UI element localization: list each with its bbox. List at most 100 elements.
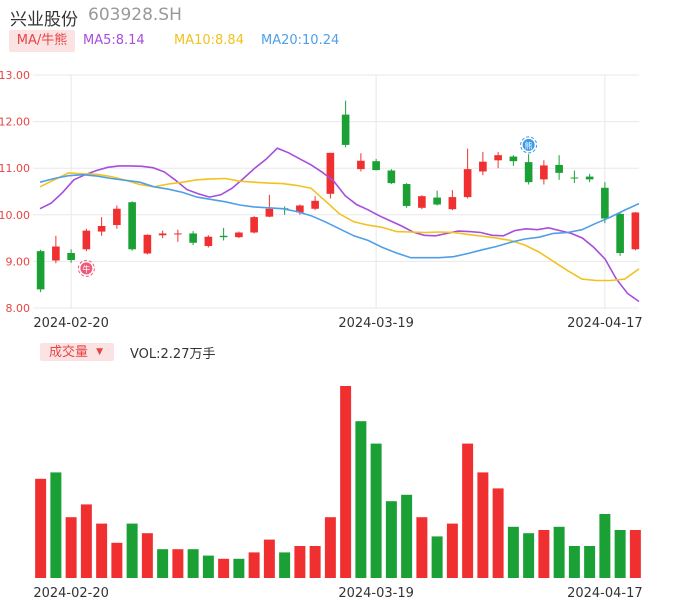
stock-name: 兴业股份 — [10, 10, 78, 30]
candle-body — [555, 164, 563, 173]
volume-bar — [385, 501, 397, 578]
bull-marker-icon-label: 牛 — [82, 264, 90, 274]
volume-bar — [416, 517, 428, 578]
volume-bar — [65, 517, 77, 578]
bull-marker-icon — [80, 262, 93, 275]
candle-body — [265, 208, 274, 217]
candle-body — [402, 184, 411, 206]
volume-bar — [294, 546, 306, 578]
price-tick-label: 9.00 — [6, 255, 31, 268]
volume-bar — [492, 488, 504, 578]
volume-bar — [477, 472, 489, 578]
bull-marker-icon-ring — [77, 259, 95, 277]
candle-body — [326, 152, 335, 194]
candle-body — [524, 162, 533, 183]
volume-bar — [340, 386, 352, 578]
volume-bar — [324, 517, 336, 578]
bear-marker-icon-ring — [520, 136, 538, 154]
candle-body — [250, 217, 258, 233]
volume-bar — [35, 478, 47, 578]
candle-body — [540, 165, 548, 180]
ma20-line — [39, 173, 640, 259]
volume-bar — [172, 549, 184, 578]
bear-marker-icon — [522, 138, 535, 151]
candle-body — [463, 169, 472, 198]
volume-bar — [96, 523, 108, 578]
candle-body — [479, 161, 487, 172]
candle-body — [36, 251, 45, 290]
volume-bar — [507, 526, 519, 578]
candle-body — [67, 253, 75, 261]
ma5-legend: MA5:8.14 — [83, 33, 145, 48]
volume-bar — [584, 546, 596, 578]
volume-bar — [355, 421, 367, 578]
bear-marker-icon-label: 熊 — [525, 140, 533, 150]
volume-toggle-button[interactable]: 成交量 ▼ — [40, 343, 114, 361]
volume-bar — [309, 546, 321, 578]
ma10-line — [39, 172, 640, 282]
volume-bar — [614, 530, 626, 578]
candle-body — [235, 232, 243, 238]
volume-date-tick-label: 2024-04-17 — [567, 586, 643, 601]
candle-body — [143, 234, 152, 254]
candle-body — [311, 200, 319, 209]
volume-bar — [553, 526, 565, 578]
volume-bar — [248, 552, 260, 578]
candle-body — [82, 230, 91, 250]
volume-bar — [538, 530, 550, 578]
candle-body — [128, 202, 136, 250]
ma5-line — [39, 147, 640, 303]
candle-body — [189, 233, 197, 243]
price-tick-label: 11.00 — [0, 162, 30, 175]
volume-bar — [370, 443, 382, 578]
chevron-down-icon: ▼ — [96, 347, 104, 357]
candle-body — [448, 197, 457, 210]
price-tick-label: 8.00 — [6, 302, 31, 315]
candle-body — [494, 155, 502, 161]
candle-body — [219, 235, 228, 238]
volume-date-tick-label: 2024-02-20 — [33, 586, 109, 601]
ma10-legend: MA10:8.84 — [174, 33, 244, 48]
candle-body — [113, 208, 121, 226]
date-tick-label: 2024-03-19 — [338, 316, 414, 331]
candle-body — [296, 205, 304, 213]
date-tick-label: 2024-04-17 — [567, 316, 643, 331]
candle-body — [387, 170, 396, 184]
candle-body — [585, 176, 594, 180]
volume-bar — [141, 533, 153, 578]
candle-body — [433, 197, 441, 205]
volume-bar — [157, 549, 169, 578]
volume-value: VOL:2.27万手 — [130, 347, 216, 362]
volume-bar — [111, 542, 123, 578]
candle-body — [52, 246, 60, 261]
volume-toggle-label: 成交量 — [49, 345, 89, 360]
volume-bar — [446, 523, 458, 578]
price-tick-label: 10.00 — [0, 209, 30, 222]
date-tick-label: 2024-02-20 — [33, 316, 109, 331]
volume-bar — [462, 443, 474, 578]
volume-bar — [523, 533, 535, 578]
ma20-legend: MA20:10.24 — [261, 33, 340, 48]
volume-bar — [629, 530, 641, 578]
volume-bar — [80, 504, 92, 578]
candle-body — [570, 177, 579, 179]
volume-bar — [233, 558, 245, 578]
candle-body — [97, 225, 106, 232]
candle-body — [616, 213, 624, 254]
candle-body — [601, 187, 609, 219]
volume-bar — [218, 558, 230, 578]
candle-body — [174, 233, 182, 235]
candle-body — [631, 212, 640, 250]
candle-body — [341, 114, 350, 145]
volume-bar — [50, 472, 62, 578]
candle-body — [509, 156, 518, 162]
stock-code: 603928.SH — [88, 5, 182, 25]
volume-bar — [187, 549, 199, 578]
price-tick-label: 12.00 — [0, 116, 30, 129]
ma-toggle-button[interactable]: MA/牛熊 — [9, 30, 75, 52]
candle-body — [372, 161, 380, 171]
candle-body — [357, 160, 365, 170]
candle-body — [418, 196, 426, 208]
volume-bar — [279, 552, 291, 578]
volume-bar — [126, 523, 138, 578]
